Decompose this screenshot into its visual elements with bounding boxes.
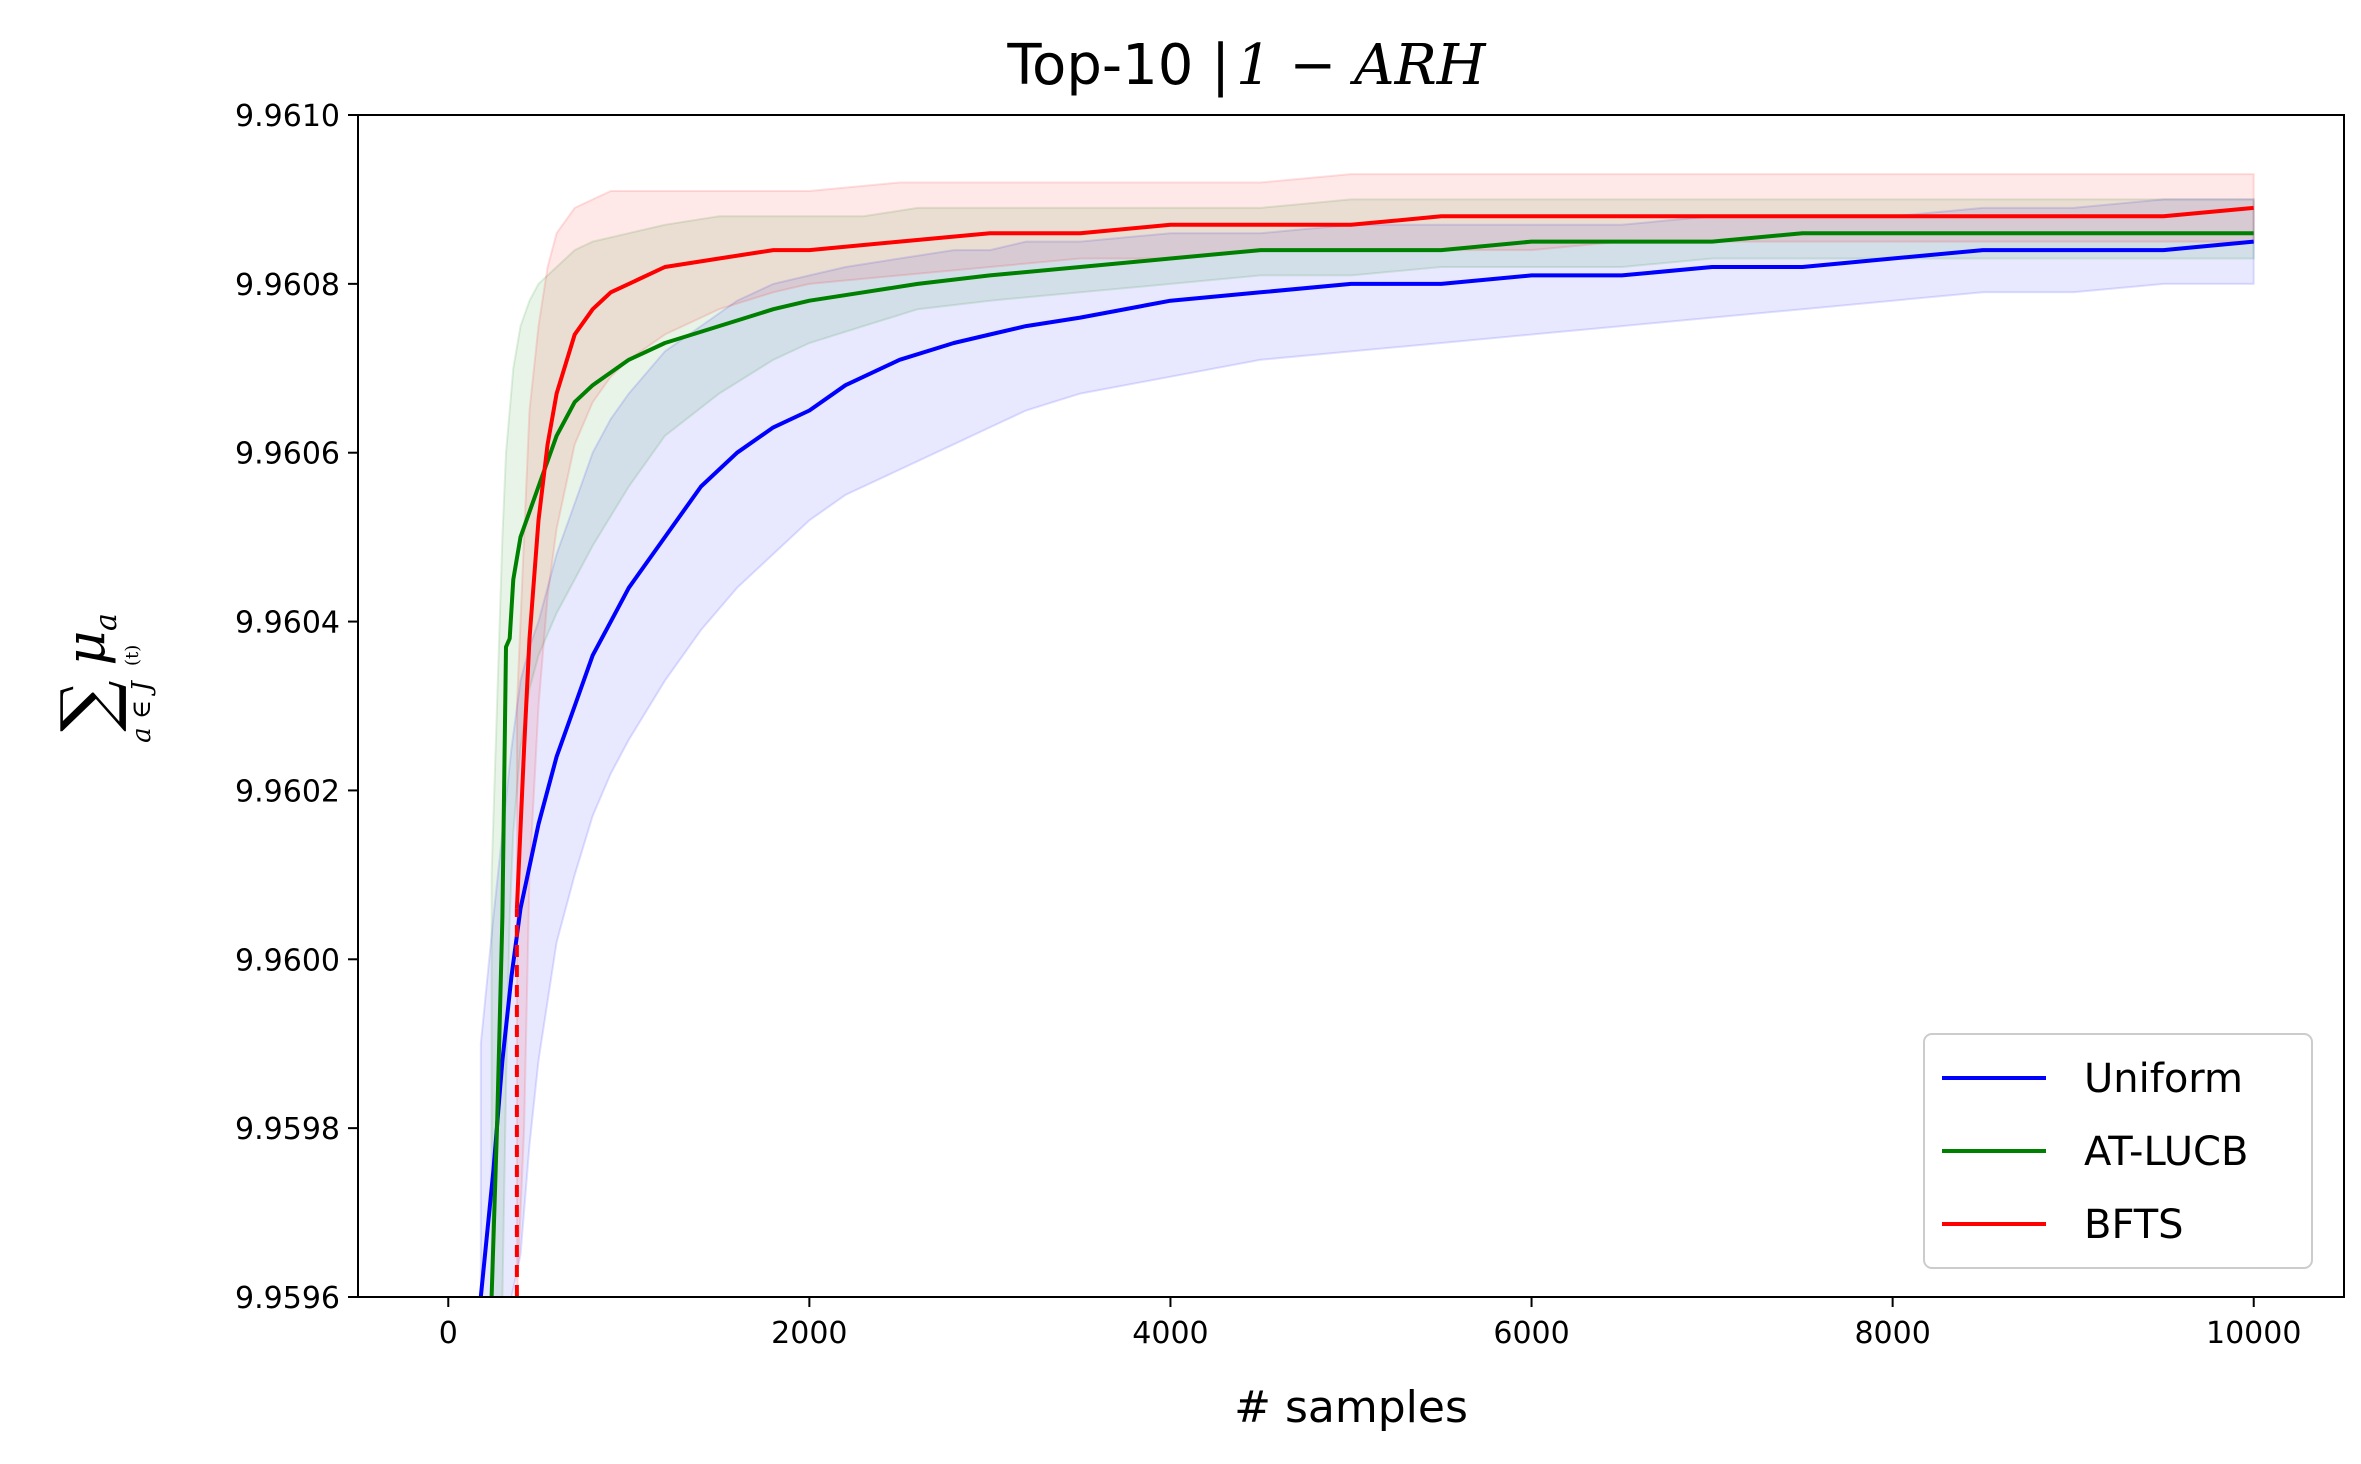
y-axis-label: ∑ μ a a ∈ J (t) bbox=[45, 613, 157, 743]
y-tick-label: 9.9610 bbox=[235, 99, 340, 134]
chart-title-math: 1 − ARH bbox=[1236, 33, 1487, 98]
legend-box bbox=[1923, 1033, 2313, 1269]
x-tick-label: 8000 bbox=[1854, 1316, 1930, 1351]
legend-label: Uniform bbox=[2084, 1056, 2243, 1102]
line-uniform bbox=[478, 239, 2254, 1297]
legend: Uniform AT-LUCB BFTS bbox=[1923, 1033, 2313, 1269]
chart-title: Top-10 | bbox=[1006, 33, 1230, 98]
band-at-lucb bbox=[490, 198, 2255, 1297]
y-tick-label: 9.9606 bbox=[235, 437, 340, 472]
y-label-sum: ∑ bbox=[45, 680, 129, 731]
y-tick-label: 9.9600 bbox=[235, 943, 340, 978]
line-bfts bbox=[514, 205, 2254, 909]
series-lines bbox=[478, 205, 2254, 1297]
y-label-mu: μ bbox=[54, 630, 117, 665]
x-tick-label: 6000 bbox=[1493, 1316, 1569, 1351]
y-tick-label: 9.9604 bbox=[235, 606, 340, 641]
y-label-sub: a ∈ J bbox=[127, 680, 157, 743]
x-tick-label: 10000 bbox=[2206, 1316, 2301, 1351]
y-label-sub-sup: (t) bbox=[122, 645, 143, 666]
band-uniform bbox=[479, 198, 2255, 1297]
x-tick-label: 0 bbox=[439, 1316, 458, 1351]
plot-frame bbox=[357, 114, 2345, 1298]
line-at-lucb bbox=[489, 231, 2254, 1297]
y-tick-label: 9.9602 bbox=[235, 774, 340, 809]
y-axis: 9.9596 9.9598 9.9600 9.9602 9.9604 9.9606 9.96… bbox=[235, 99, 358, 1316]
x-axis-label: # samples bbox=[1234, 1382, 1468, 1433]
legend-label: BFTS bbox=[2084, 1202, 2184, 1248]
legend-label: AT-LUCB bbox=[2084, 1129, 2248, 1175]
y-label-mu-sub: a bbox=[89, 613, 124, 631]
y-tick-label: 9.9596 bbox=[235, 1281, 340, 1316]
x-tick-label: 2000 bbox=[771, 1316, 847, 1351]
y-tick-label: 9.9598 bbox=[235, 1112, 340, 1147]
x-tick-label: 4000 bbox=[1132, 1316, 1208, 1351]
x-axis: 0 2000 4000 6000 8000 10000 bbox=[439, 1297, 2301, 1351]
y-tick-label: 9.9608 bbox=[235, 268, 340, 303]
